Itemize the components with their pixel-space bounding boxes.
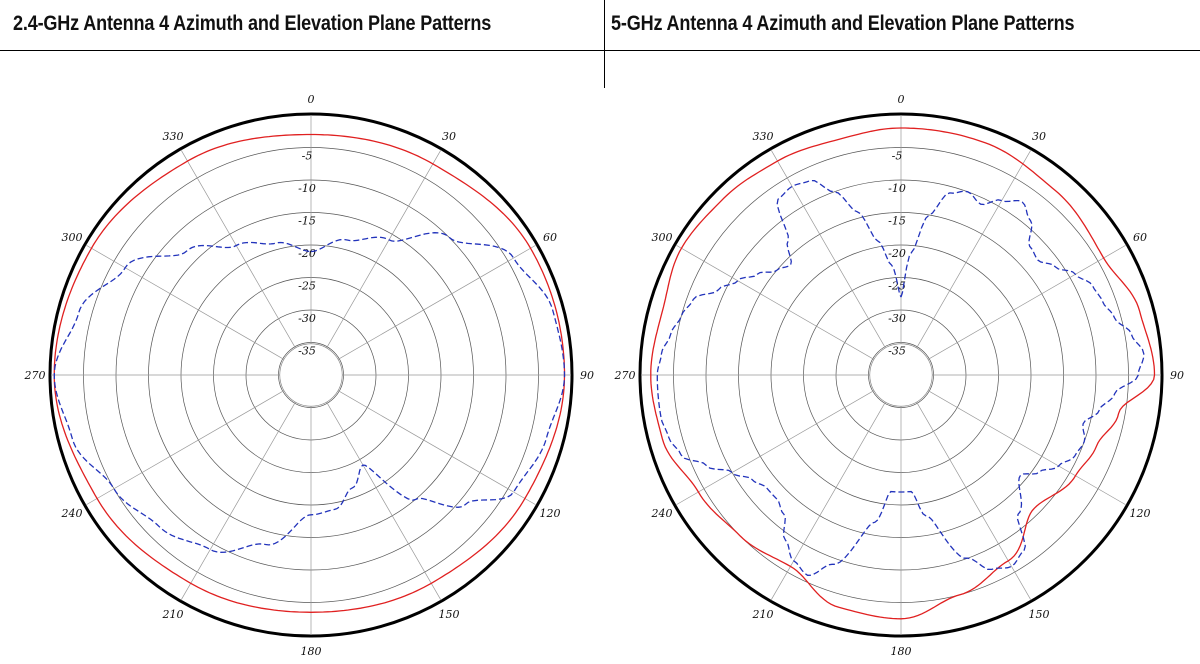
header-divider <box>604 0 605 88</box>
polar-grid-spoke <box>770 149 886 349</box>
angle-tick-label: 150 <box>439 608 460 621</box>
polar-grid-spoke <box>85 390 285 506</box>
polar-chart-2-4ghz: 0 30 60 90 120 150 180 210 240 270 300 330 -5 -10 -15 -… <box>24 93 595 658</box>
radial-tick-label: -35 <box>298 345 316 358</box>
angle-tick-label: 0 <box>308 93 315 106</box>
polar-grid-spoke <box>337 244 537 360</box>
angle-tick-label: 210 <box>752 608 774 621</box>
radial-tick-label: -5 <box>892 150 903 163</box>
polar-grid-spoke <box>770 401 886 601</box>
left-chart-title: 2.4-GHz Antenna 4 Azimuth and Elevation … <box>13 12 492 35</box>
polar-grid-spoke <box>916 149 1032 349</box>
radial-tick-label: -30 <box>888 312 906 325</box>
angle-tick-label: 240 <box>650 507 672 520</box>
angle-tick-label: 60 <box>1133 231 1147 244</box>
radial-tick-label: -25 <box>298 280 316 293</box>
angle-tick-label: 270 <box>24 369 46 382</box>
polar-grid-spoke <box>326 149 442 349</box>
radial-tick-label: -10 <box>888 182 906 195</box>
radial-tick-label: -30 <box>298 312 316 325</box>
angle-tick-label: 300 <box>61 231 82 244</box>
angle-tick-label: 0 <box>898 93 905 106</box>
polar-outer-ring <box>48 112 574 638</box>
radial-tick-label: -10 <box>298 182 316 195</box>
radial-tick-label: -25 <box>888 280 906 293</box>
angle-tick-label: 60 <box>543 231 557 244</box>
polar-grid-spoke <box>180 149 296 349</box>
series-solid-line <box>53 133 566 613</box>
series-dashed-line <box>53 232 566 553</box>
polar-grid-spoke <box>85 244 285 360</box>
polar-chart-5ghz: 0 30 60 90 120 150 180 210 240 270 300 330 -5 -10 -15 -… <box>614 93 1185 658</box>
header-bar: 2.4-GHz Antenna 4 Azimuth and Elevation … <box>0 0 1200 51</box>
angle-tick-label: 300 <box>651 231 672 244</box>
radial-tick-label: -15 <box>888 215 906 228</box>
angle-tick-label: 210 <box>162 608 184 621</box>
polar-grid-spoke <box>675 244 875 360</box>
angle-tick-label: 240 <box>60 507 82 520</box>
polar-grid-spoke <box>326 401 442 601</box>
angle-tick-label: 120 <box>540 507 561 520</box>
series-solid-line <box>650 127 1156 620</box>
polar-outer-ring <box>638 112 1164 638</box>
angle-tick-label: 150 <box>1029 608 1050 621</box>
polar-grid-spoke <box>927 244 1127 360</box>
angle-tick-label: 90 <box>1170 369 1184 382</box>
radial-tick-label: -35 <box>888 345 906 358</box>
angle-tick-label: 330 <box>753 130 774 143</box>
radial-tick-label: -5 <box>302 150 313 163</box>
polar-grid-spoke <box>675 390 875 506</box>
polar-grid-spoke <box>180 401 296 601</box>
angle-tick-label: 330 <box>163 130 184 143</box>
polar-grid-spoke <box>337 390 537 506</box>
series-dashed-line <box>656 179 1145 576</box>
radial-tick-label: -20 <box>298 247 316 260</box>
angle-tick-label: 30 <box>442 130 456 143</box>
right-chart-title: 5-GHz Antenna 4 Azimuth and Elevation Pl… <box>611 12 1075 35</box>
polar-grid-spoke <box>916 401 1032 601</box>
angle-tick-label: 180 <box>891 645 912 658</box>
angle-tick-label: 180 <box>301 645 322 658</box>
angle-tick-label: 120 <box>1130 507 1151 520</box>
radial-tick-label: -15 <box>298 215 316 228</box>
radial-tick-label: -20 <box>888 247 906 260</box>
angle-tick-label: 30 <box>1032 130 1046 143</box>
angle-tick-label: 90 <box>580 369 594 382</box>
polar-grid-spoke <box>927 390 1127 506</box>
angle-tick-label: 270 <box>614 369 636 382</box>
